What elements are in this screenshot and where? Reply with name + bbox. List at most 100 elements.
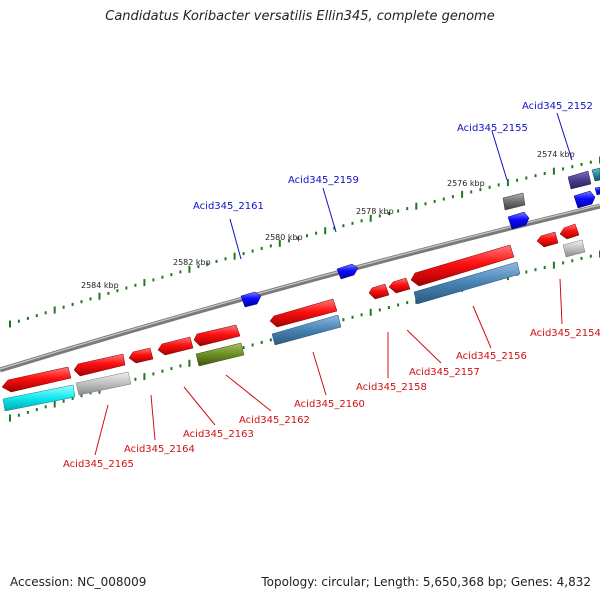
- gene-block[interactable]: [502, 192, 526, 211]
- gene-arrow[interactable]: [1, 366, 72, 393]
- minor-tick: [297, 236, 299, 240]
- minor-tick: [62, 305, 65, 309]
- gene-label-acid345-2160[interactable]: Acid345_2160: [294, 399, 365, 410]
- gene-label-acid345-2165[interactable]: Acid345_2165: [63, 459, 134, 470]
- gene-arrow[interactable]: [507, 211, 530, 230]
- major-tick: [324, 227, 327, 235]
- gene-arrow[interactable]: [336, 263, 359, 280]
- gene-label-acid345-2156[interactable]: Acid345_2156: [456, 351, 527, 362]
- gene-features-upper: [240, 167, 600, 308]
- gene-block[interactable]: [75, 371, 132, 396]
- minor-tick: [406, 207, 409, 211]
- gene-block[interactable]: [2, 384, 76, 412]
- gene-labels: Acid345_2161 Acid345_2159 Acid345_2155 A…: [63, 101, 600, 470]
- gene-arrow[interactable]: [128, 347, 154, 364]
- minor-tick: [378, 214, 381, 218]
- minor-tick: [197, 265, 200, 269]
- minor-tick: [497, 183, 500, 187]
- gene-arrow[interactable]: [559, 223, 580, 240]
- gene-label-acid345-2162[interactable]: Acid345_2162: [239, 415, 310, 426]
- minor-tick: [562, 261, 565, 265]
- minor-tick: [116, 289, 119, 293]
- gene-label-acid345-2152[interactable]: Acid345_2152: [522, 101, 593, 112]
- gene-block[interactable]: [562, 239, 586, 258]
- minor-tick: [360, 219, 363, 223]
- gene-label-acid345-2158[interactable]: Acid345_2158: [356, 382, 427, 393]
- minor-tick: [571, 165, 574, 169]
- minor-tick: [35, 314, 38, 318]
- gene-arrow[interactable]: [594, 186, 600, 196]
- minor-tick: [451, 195, 454, 199]
- gene-arrow[interactable]: [388, 277, 411, 294]
- major-tick: [143, 373, 146, 381]
- gene-arrow[interactable]: [536, 231, 559, 248]
- minor-tick: [351, 315, 354, 319]
- minor-tick: [107, 291, 110, 295]
- gene-arrow[interactable]: [368, 283, 390, 300]
- minor-tick: [387, 212, 390, 215]
- major-tick: [9, 320, 11, 328]
- minor-tick: [152, 372, 155, 376]
- gene-label-acid345-2159[interactable]: Acid345_2159: [288, 175, 359, 186]
- minor-tick: [315, 231, 318, 235]
- minor-tick: [260, 340, 263, 344]
- minor-tick: [17, 413, 20, 417]
- minor-tick: [80, 394, 83, 398]
- minor-tick: [306, 234, 308, 238]
- minor-tick: [170, 367, 173, 371]
- major-tick: [53, 400, 56, 408]
- gene-block[interactable]: [567, 170, 592, 190]
- minor-tick: [179, 270, 182, 274]
- major-tick: [233, 252, 236, 260]
- accession-label: Accession: NC_008009: [10, 575, 147, 589]
- minor-tick: [589, 254, 592, 258]
- gene-label-acid345-2157[interactable]: Acid345_2157: [409, 367, 480, 378]
- major-tick: [506, 179, 509, 187]
- gene-label-acid345-2164[interactable]: Acid345_2164: [124, 444, 195, 455]
- minor-tick: [170, 273, 173, 277]
- minor-tick: [161, 275, 164, 279]
- gene-arrow[interactable]: [410, 244, 515, 287]
- minor-tick: [580, 256, 583, 260]
- minor-tick: [89, 391, 92, 395]
- minor-tick: [442, 197, 445, 201]
- major-tick: [369, 308, 372, 316]
- minor-tick: [342, 318, 345, 322]
- minor-tick: [89, 297, 92, 301]
- minor-tick: [470, 190, 473, 194]
- minor-tick: [433, 199, 436, 203]
- kbp-label-2584: 2584 kbp: [81, 281, 119, 290]
- gene-arrow[interactable]: [157, 336, 194, 356]
- gene-arrow[interactable]: [269, 298, 338, 328]
- gene-label-acid345-2155[interactable]: Acid345_2155: [457, 123, 528, 134]
- minor-tick: [342, 224, 345, 228]
- minor-tick: [479, 188, 482, 192]
- minor-tick: [26, 410, 29, 414]
- minor-tick: [224, 257, 227, 261]
- kbp-label-2580: 2580 kbp: [265, 233, 303, 242]
- minor-tick: [534, 174, 537, 178]
- minor-tick: [387, 306, 390, 309]
- gene-arrow[interactable]: [573, 190, 596, 209]
- minor-tick: [152, 278, 155, 282]
- gene-block[interactable]: [591, 167, 600, 182]
- gene-arrow[interactable]: [73, 353, 126, 377]
- gene-label-acid345-2163[interactable]: Acid345_2163: [183, 429, 254, 440]
- major-tick: [188, 265, 191, 273]
- minor-tick: [534, 268, 537, 272]
- kbp-label-2582: 2582 kbp: [173, 258, 211, 267]
- gene-arrow[interactable]: [193, 324, 241, 347]
- minor-tick: [179, 364, 182, 368]
- gene-block[interactable]: [195, 342, 245, 367]
- major-tick: [278, 239, 281, 247]
- minor-tick: [44, 311, 47, 315]
- gene-arrow[interactable]: [240, 291, 262, 308]
- major-tick: [552, 261, 555, 269]
- minor-tick: [215, 259, 218, 263]
- major-tick: [415, 202, 418, 210]
- gene-block[interactable]: [271, 314, 342, 346]
- gene-label-acid345-2161[interactable]: Acid345_2161: [193, 201, 264, 212]
- gene-block[interactable]: [413, 261, 521, 305]
- gene-label-acid345-2154[interactable]: Acid345_2154: [530, 328, 600, 339]
